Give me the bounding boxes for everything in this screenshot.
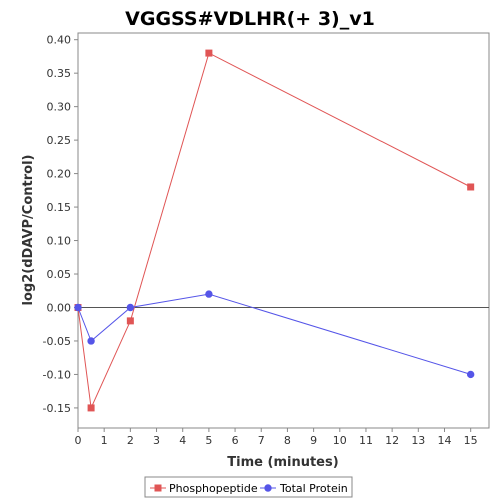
y-tick-label: 0.25 <box>47 134 72 147</box>
legend: Phosphopeptide Total Protein <box>144 476 353 498</box>
chart-title: VGGSS#VDLHR(+ 3)_v1 <box>125 8 375 30</box>
data-point <box>466 370 475 379</box>
x-tick-label: 12 <box>385 434 399 447</box>
x-tick-label: 3 <box>153 434 160 447</box>
data-point <box>126 317 134 325</box>
legend-label: Total Protein <box>279 482 348 495</box>
x-tick-label: 5 <box>205 434 212 447</box>
legend-label: Phosphopeptide <box>169 482 258 495</box>
x-tick-label: 6 <box>232 434 239 447</box>
x-tick-label: 2 <box>127 434 134 447</box>
x-tick-label: 14 <box>437 434 451 447</box>
x-tick-label: 15 <box>464 434 478 447</box>
x-tick-label: 10 <box>333 434 347 447</box>
y-tick-label: 0.20 <box>47 168 72 181</box>
x-tick-label: 7 <box>258 434 265 447</box>
y-tick-label: 0.15 <box>47 201 72 214</box>
legend-box <box>144 476 353 498</box>
data-point <box>205 49 213 57</box>
x-tick-label: 1 <box>101 434 108 447</box>
data-point <box>205 290 213 298</box>
plot-area <box>77 32 490 429</box>
legend-marker <box>154 484 162 492</box>
data-point <box>87 337 95 345</box>
y-tick-label: -0.15 <box>43 402 71 415</box>
series-layer <box>74 49 475 412</box>
data-point <box>126 303 135 312</box>
data-point <box>74 303 82 312</box>
y-tick-label: -0.10 <box>43 368 71 381</box>
y-axis: -0.15 -0.10 -0.05 0.00 0.05 0.10 0.15 0.20 0.25 0… <box>43 34 78 415</box>
data-point <box>87 404 95 412</box>
y-tick-label: 0.05 <box>47 268 72 281</box>
x-tick-label: 8 <box>284 434 291 447</box>
x-tick-label: 11 <box>359 434 373 447</box>
x-axis: 0 1 2 3 4 5 6 7 8 9 10 11 12 13 14 15 <box>75 428 478 447</box>
y-tick-label: 0.30 <box>47 101 72 114</box>
y-tick-label: 0.35 <box>47 67 72 80</box>
y-tick-label: 0.10 <box>47 235 72 248</box>
y-tick-label: 0.00 <box>47 301 72 314</box>
data-point <box>467 183 475 191</box>
x-tick-label: 0 <box>75 434 82 447</box>
x-tick-label: 4 <box>179 434 186 447</box>
x-axis-label: Time (minutes) <box>227 455 338 470</box>
y-tick-label: 0.40 <box>47 34 72 47</box>
x-tick-label: 13 <box>411 434 425 447</box>
legend-marker <box>264 484 272 492</box>
y-tick-label: -0.05 <box>43 335 71 348</box>
x-tick-label: 9 <box>310 434 317 447</box>
y-axis-label: log2(dDAVP/Control) <box>21 155 36 306</box>
